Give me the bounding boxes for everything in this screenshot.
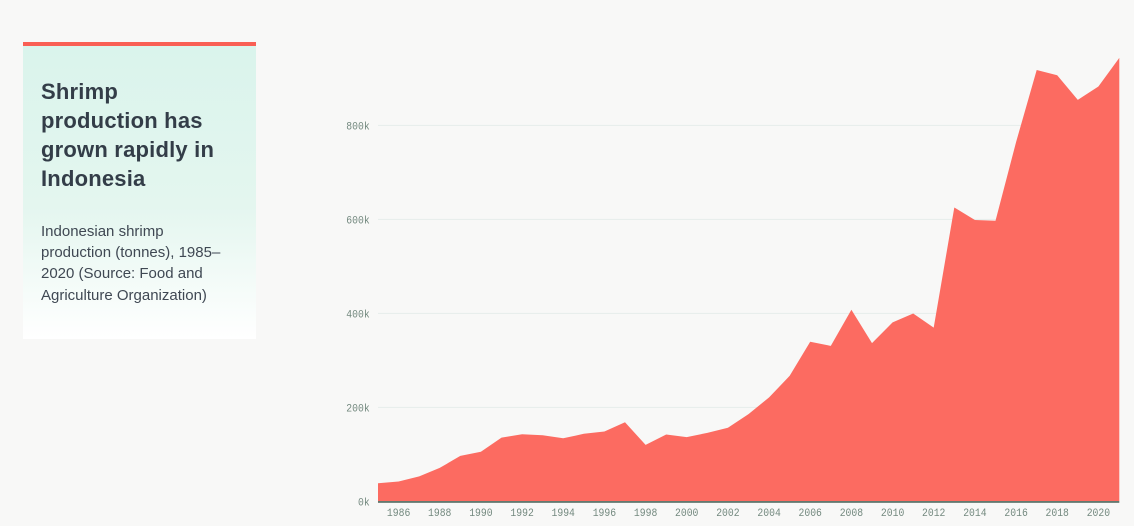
svg-text:0k: 0k [358,497,370,509]
svg-text:2006: 2006 [799,508,822,520]
svg-text:1996: 1996 [593,508,616,520]
svg-text:2000: 2000 [675,508,698,520]
svg-text:1986: 1986 [387,508,410,520]
svg-text:2002: 2002 [716,508,739,520]
svg-text:1988: 1988 [428,508,451,520]
svg-text:600k: 600k [346,215,370,227]
svg-text:1990: 1990 [469,508,492,520]
svg-text:2016: 2016 [1004,508,1027,520]
svg-text:400k: 400k [346,309,370,321]
svg-text:1998: 1998 [634,508,657,520]
svg-text:2010: 2010 [881,508,904,520]
svg-text:2012: 2012 [922,508,945,520]
svg-text:2004: 2004 [757,508,781,520]
svg-text:1992: 1992 [510,508,533,520]
svg-text:800k: 800k [346,121,370,133]
svg-text:2008: 2008 [840,508,863,520]
svg-text:200k: 200k [346,403,370,415]
svg-text:1994: 1994 [552,508,576,520]
svg-text:2014: 2014 [963,508,987,520]
svg-text:2020: 2020 [1087,508,1110,520]
svg-text:2018: 2018 [1046,508,1069,520]
